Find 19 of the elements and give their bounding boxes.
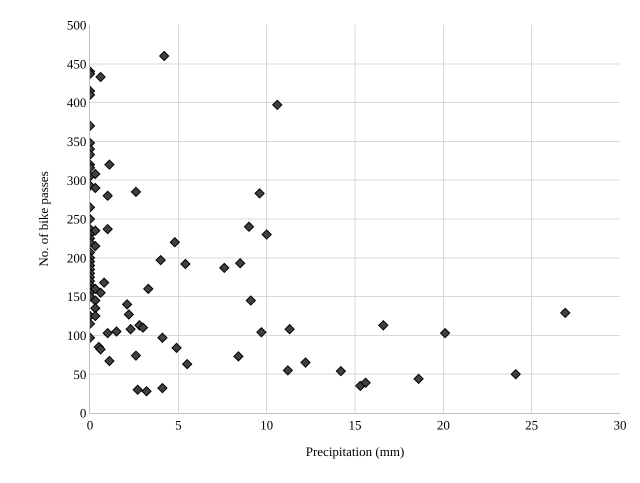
x-tick-label: 5 [175, 418, 182, 433]
y-tick-label: 150 [66, 289, 86, 304]
x-tick-label: 20 [436, 418, 450, 433]
x-tick-label: 30 [614, 418, 626, 433]
y-tick-label: 250 [66, 212, 86, 227]
y-tick-label: 0 [80, 406, 86, 421]
y-tick-label: 500 [66, 18, 86, 33]
x-tick-label: 10 [260, 418, 274, 433]
y-tick-label: 300 [66, 172, 86, 188]
y-tick-label: 400 [66, 95, 86, 110]
y-tick-label: 350 [66, 134, 86, 149]
y-tick-label: 200 [66, 250, 86, 266]
y-tick-label: 450 [66, 56, 86, 72]
y-tick-label: 100 [66, 328, 86, 343]
x-tick-label: 25 [525, 418, 538, 433]
y-axis-title: No. of bike passes [36, 171, 51, 267]
x-axis-title: Precipitation (mm) [306, 444, 404, 460]
x-tick-label: 15 [348, 418, 362, 433]
y-tick-label: 50 [73, 366, 86, 382]
